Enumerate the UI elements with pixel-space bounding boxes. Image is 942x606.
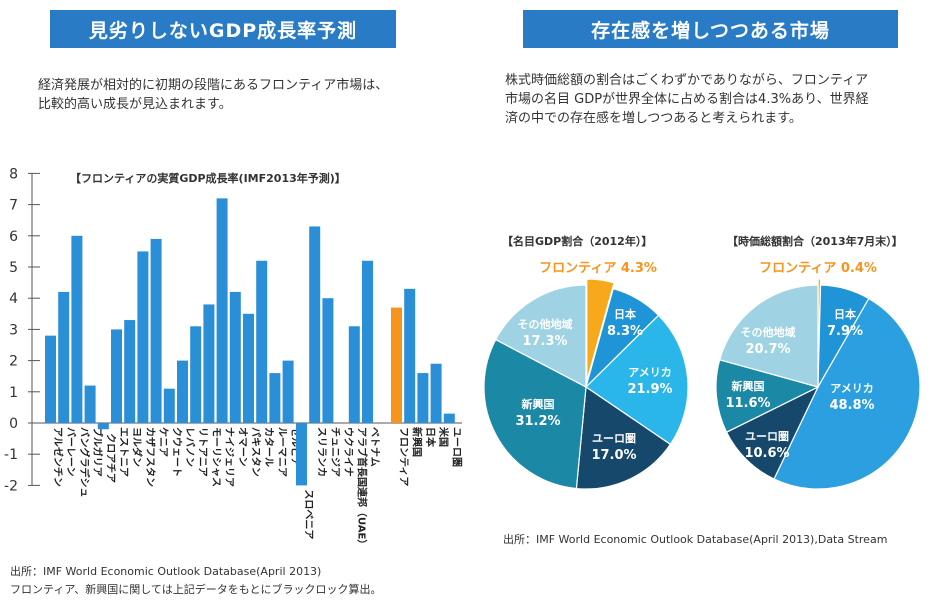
category-label: スロベニア [303, 489, 315, 539]
bar [137, 251, 149, 423]
category-label: クウェート [170, 427, 182, 477]
bar [84, 385, 96, 423]
left-description: 経済発展が相対的に初期の段階にあるフロンティア市場は、 比較的高い成長が見込まれ… [38, 76, 458, 114]
left-section-title: 見劣りしないGDP成長率予測 [50, 10, 396, 48]
bar [348, 326, 360, 423]
bar [177, 360, 188, 423]
category-label: ユーロ圏 [450, 427, 462, 467]
y-tick-label: 7 [9, 198, 18, 214]
bar [124, 320, 136, 423]
bar [417, 373, 429, 423]
y-tick-label: -2 [4, 478, 18, 494]
bar [163, 388, 175, 423]
category-label: 米国 [437, 427, 450, 447]
y-tick-label: 1 [9, 385, 18, 401]
category-label: ルーマニア [276, 427, 288, 477]
category-label: バングラデシュ [78, 427, 91, 498]
bar [309, 226, 321, 423]
bar [256, 260, 268, 423]
left-description-line: 比較的高い成長が見込まれます。 [38, 97, 232, 112]
category-label: オマーン [236, 427, 248, 467]
bar [296, 423, 307, 486]
right-description-line: 株式時価総額の割合はごくわずかでありながら、フロンティア [505, 73, 869, 88]
left-source-note: 出所：IMF World Economic Outlook Database(A… [10, 565, 322, 578]
category-label: カザフスタン [144, 427, 156, 487]
y-tick-label: 2 [9, 354, 18, 370]
bar [58, 291, 70, 423]
category-label: モーリシャス [210, 427, 222, 487]
right-source-note: 出所：IMF World Economic Outlook Database(A… [503, 533, 888, 546]
bar [216, 198, 228, 423]
category-label: 新興国 [411, 427, 424, 457]
left-description-line: 経済発展が相対的に初期の段階にあるフロンティア市場は、 [38, 78, 389, 93]
category-label: パキスタン [250, 427, 262, 477]
category-label: レバノン [184, 427, 196, 467]
right-section-title: 存在感を増しつつある市場 [523, 10, 898, 48]
category-label: アラブ首長国連邦（UAE） [355, 427, 368, 549]
left-footnote: フロンティア、新興国に関しては上記データをもとにブラックロック算出。 [10, 583, 382, 596]
bar [243, 313, 254, 423]
bar [391, 307, 402, 423]
y-tick-label: 5 [9, 260, 18, 276]
right-description-line: 市場の名目 GDPが世界全体に占める割合は4.3%あり、世界経 [505, 92, 869, 107]
bar [190, 326, 202, 423]
right-description: 株式時価総額の割合はごくわずかでありながら、フロンティア 市場の名目 GDPが世… [505, 71, 925, 128]
category-label: チュニジア [329, 427, 341, 477]
bar [443, 413, 455, 423]
category-label: ブルガリア [91, 427, 104, 477]
y-tick-label: 3 [9, 322, 18, 338]
category-label: クロアチア [104, 433, 116, 483]
category-label: フロンティア [398, 427, 410, 486]
category-label: スリランカ [316, 427, 328, 477]
category-label: リトアニア [197, 427, 209, 477]
category-label: エストニア [118, 427, 130, 477]
category-label: ベトナム [369, 427, 381, 467]
y-tick-label: 0 [9, 416, 18, 432]
bar [430, 363, 442, 423]
bar [71, 235, 83, 423]
bar-chart-title: 【フロンティアの実質GDP成長率(IMF2013年予測)】 [70, 171, 346, 185]
bar [322, 298, 334, 423]
category-label: 日本 [424, 427, 437, 448]
bar [362, 260, 373, 423]
category-label: ヨルダン [131, 427, 144, 467]
bar [45, 335, 56, 423]
bar [282, 360, 294, 423]
bar [269, 373, 281, 423]
category-label: ケニア [157, 427, 169, 457]
category-label: アルゼンチン [52, 427, 65, 487]
right-description-line: 済の中での存在感を増しつつあると考えられます。 [505, 111, 802, 126]
bar [97, 423, 109, 430]
bar [404, 288, 416, 423]
y-tick-label: -1 [4, 447, 18, 463]
bar [229, 291, 241, 423]
category-label: カタール [263, 427, 275, 467]
y-tick-label: 6 [9, 229, 18, 245]
bar [111, 329, 122, 423]
bar [150, 238, 162, 423]
category-label: ウクライナ [342, 427, 354, 477]
category-label: ナイジェリア [223, 427, 235, 487]
y-tick-label: 8 [9, 166, 18, 182]
y-tick-label: 4 [9, 291, 18, 307]
bar [203, 304, 215, 423]
category-label: バーレーン [65, 427, 77, 477]
